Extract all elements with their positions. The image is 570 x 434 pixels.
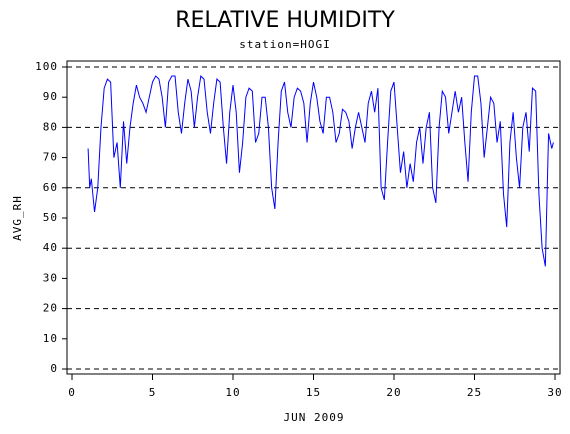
- data-line: [87, 75, 554, 267]
- y-tick-label: 100: [35, 60, 58, 73]
- y-tick-label: 50: [43, 211, 58, 224]
- x-tick-label: 0: [68, 386, 76, 399]
- y-tick-label: 20: [43, 302, 58, 315]
- y-tick-label: 60: [43, 181, 58, 194]
- x-tick-label: 15: [306, 386, 321, 399]
- chart-subtitle: station=HOGI: [239, 38, 330, 51]
- x-tick-label: 30: [547, 386, 562, 399]
- x-axis-label: JUN 2009: [284, 411, 345, 424]
- y-tick-label: 90: [43, 90, 58, 103]
- y-tick-label: 0: [50, 362, 58, 375]
- x-tick-label: 10: [225, 386, 240, 399]
- x-tick-label: 25: [467, 386, 482, 399]
- plot-frame: [66, 60, 561, 375]
- y-axis-label: AVG_RH: [11, 195, 24, 241]
- y-tick-label: 70: [43, 151, 58, 164]
- y-tick-label: 80: [43, 120, 58, 133]
- y-tick-label: 30: [43, 271, 58, 284]
- y-tick-label: 10: [43, 332, 58, 345]
- y-tick-label: 40: [43, 241, 58, 254]
- x-tick-label: 5: [149, 386, 157, 399]
- x-tick-label: 20: [386, 386, 401, 399]
- chart-title: RELATIVE HUMIDITY: [175, 8, 395, 33]
